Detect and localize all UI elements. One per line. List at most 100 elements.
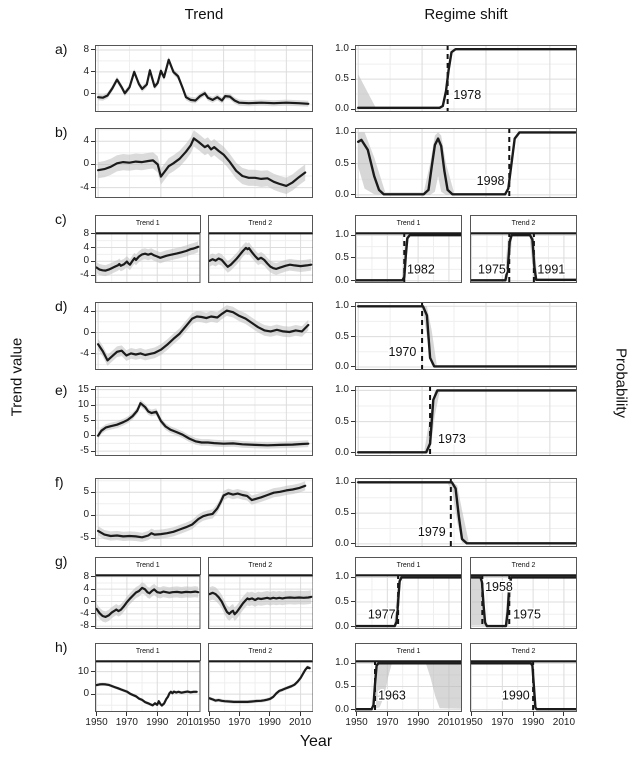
y-tick-label: 15 bbox=[77, 383, 89, 395]
y-tick-mark bbox=[91, 247, 95, 248]
y-tick-label: 0.0 bbox=[335, 537, 349, 549]
y-tick-label: 1.0 bbox=[335, 229, 349, 241]
facet-strip-h-regime-1: Trend 1 bbox=[355, 643, 462, 661]
x-tick-mark bbox=[448, 712, 450, 716]
y-tick-label: 0 bbox=[83, 158, 89, 170]
y-tick-label: -8 bbox=[80, 620, 89, 632]
y-tick-label: 4 bbox=[83, 135, 89, 147]
x-tick-mark bbox=[532, 712, 534, 716]
panel-h-trend-1 bbox=[95, 660, 201, 712]
y-tick-label: 1.0 bbox=[335, 300, 349, 312]
y-tick-mark bbox=[91, 625, 95, 627]
y-tick-mark bbox=[351, 512, 355, 514]
facet-strip-g-trend-2: Trend 2 bbox=[207, 557, 313, 575]
y-tick-label: 0.5 bbox=[335, 330, 349, 342]
y-tick-mark bbox=[91, 310, 95, 312]
shift-year-label: 1982 bbox=[407, 262, 435, 276]
x-tick-mark bbox=[471, 712, 473, 716]
y-tick-label: 0.5 bbox=[335, 680, 349, 692]
y-tick-mark bbox=[351, 78, 355, 80]
y-tick-mark bbox=[351, 685, 355, 687]
panel-g-trend-1 bbox=[95, 574, 201, 629]
y-tick-label: 0.0 bbox=[335, 620, 349, 632]
panel-letter-f: f) bbox=[55, 474, 64, 490]
x-tick-label: 1950 bbox=[345, 717, 368, 728]
y-tick-mark bbox=[351, 131, 355, 133]
y-tick-mark bbox=[91, 187, 95, 189]
y-tick-mark bbox=[351, 108, 355, 110]
y-tick-mark bbox=[351, 452, 355, 454]
y-tick-mark bbox=[91, 233, 95, 235]
y-tick-mark bbox=[91, 450, 95, 452]
y-tick-label: 0.5 bbox=[335, 507, 349, 519]
panel-c-trend-1 bbox=[95, 232, 201, 283]
shift-year-label: 1998 bbox=[477, 174, 505, 188]
y-tick-label: -5 bbox=[80, 445, 89, 457]
y-tick-mark bbox=[91, 576, 95, 578]
y-axis-label-right: Probability bbox=[612, 347, 630, 419]
y-tick-label: 5 bbox=[83, 414, 89, 426]
shift-year-label: 1973 bbox=[438, 432, 466, 446]
y-tick-label: 8 bbox=[83, 570, 89, 582]
shift-year-label: 1978 bbox=[453, 88, 481, 102]
y-tick-label: 0.5 bbox=[335, 157, 349, 169]
y-tick-mark bbox=[351, 366, 355, 368]
y-tick-mark bbox=[91, 163, 95, 165]
x-tick-label: 1990 bbox=[146, 717, 169, 728]
y-tick-label: 4 bbox=[83, 65, 89, 77]
y-tick-label: 1.0 bbox=[335, 43, 349, 55]
y-tick-label: 10 bbox=[77, 399, 89, 411]
facet-strip-h-trend-2: Trend 2 bbox=[207, 643, 313, 661]
shift-year-label: 1977 bbox=[368, 608, 396, 622]
panel-letter-d: d) bbox=[55, 298, 68, 314]
regime-column-title: Regime shift bbox=[424, 6, 508, 23]
y-tick-mark bbox=[91, 588, 95, 590]
y-tick-label: 0.5 bbox=[335, 73, 349, 85]
y-tick-mark bbox=[91, 435, 95, 437]
y-tick-label: 0 bbox=[83, 429, 89, 441]
x-tick-mark bbox=[126, 712, 128, 716]
y-tick-mark bbox=[351, 626, 355, 628]
x-tick-mark bbox=[208, 712, 210, 716]
y-tick-label: -4 bbox=[80, 347, 89, 359]
y-tick-label: 0.0 bbox=[335, 360, 349, 372]
panel-c-trend-2 bbox=[207, 232, 313, 283]
x-tick-label: 1950 bbox=[85, 717, 108, 728]
y-tick-mark bbox=[351, 336, 355, 338]
y-tick-label: 4 bbox=[83, 583, 89, 595]
y-tick-mark bbox=[351, 48, 355, 50]
trend-column-title: Trend bbox=[184, 6, 224, 23]
panel-a-trend bbox=[95, 45, 313, 112]
y-tick-mark bbox=[91, 389, 95, 391]
x-tick-label: 1950 bbox=[197, 717, 221, 728]
x-tick-label: 1970 bbox=[228, 717, 251, 728]
shift-year-label: 1991 bbox=[537, 262, 565, 276]
x-axis-label: Year bbox=[299, 733, 333, 750]
y-tick-mark bbox=[351, 481, 355, 483]
x-tick-label: 1970 bbox=[376, 717, 399, 728]
panel-g-regime-1: 1977 bbox=[355, 574, 462, 629]
y-tick-label: 8 bbox=[83, 227, 89, 239]
panel-g-trend-2 bbox=[207, 574, 313, 629]
y-tick-mark bbox=[351, 163, 355, 165]
y-tick-label: 5 bbox=[83, 486, 89, 498]
y-tick-mark bbox=[91, 419, 95, 421]
y-tick-label: 0.0 bbox=[335, 103, 349, 114]
y-tick-mark bbox=[351, 194, 355, 196]
panel-letter-g: g) bbox=[55, 553, 68, 569]
y-tick-label: 4 bbox=[83, 305, 89, 317]
y-tick-mark bbox=[351, 662, 355, 664]
y-tick-label: 0.0 bbox=[335, 274, 349, 286]
x-tick-mark bbox=[501, 712, 503, 716]
y-tick-mark bbox=[351, 234, 355, 236]
y-tick-label: 1.0 bbox=[335, 657, 349, 669]
facet-strip-g-regime-2: Trend 2 bbox=[470, 557, 577, 575]
x-tick-label: 1970 bbox=[491, 717, 514, 728]
x-tick-mark bbox=[269, 712, 271, 716]
y-tick-mark bbox=[91, 671, 95, 673]
x-tick-label: 1990 bbox=[258, 717, 281, 728]
y-tick-label: 0 bbox=[83, 326, 89, 338]
y-tick-mark bbox=[351, 601, 355, 603]
